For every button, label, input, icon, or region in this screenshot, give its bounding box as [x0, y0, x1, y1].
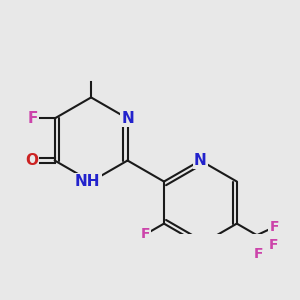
Text: O: O: [25, 153, 38, 168]
Text: F: F: [268, 238, 278, 252]
Text: N: N: [121, 111, 134, 126]
Text: NH: NH: [75, 174, 100, 189]
Text: N: N: [194, 153, 207, 168]
Text: F: F: [269, 220, 279, 234]
Text: F: F: [141, 227, 151, 241]
Text: F: F: [254, 247, 263, 261]
Text: F: F: [28, 111, 38, 126]
